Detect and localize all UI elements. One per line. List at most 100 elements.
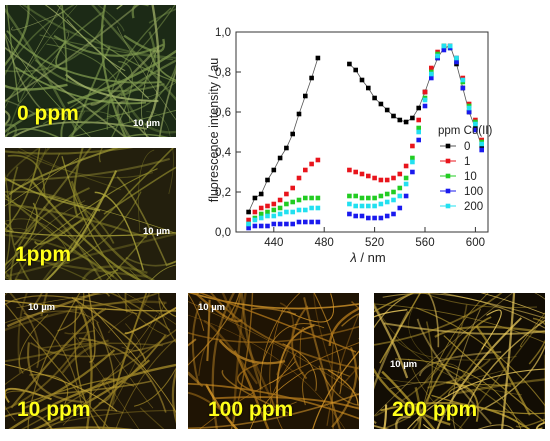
data-point — [277, 205, 283, 211]
fiber-strand — [5, 310, 99, 324]
fiber-strand — [39, 34, 173, 61]
fiber-strand — [204, 383, 239, 429]
data-point — [315, 157, 321, 163]
fiber-strand — [61, 339, 109, 374]
fiber-strand — [52, 191, 142, 269]
data-point — [391, 189, 396, 195]
fiber-strand — [418, 350, 502, 377]
data-point — [410, 159, 415, 165]
fiber-strand — [191, 300, 202, 385]
scale-bar-label: 10 µm — [390, 359, 418, 370]
data-point — [441, 47, 447, 53]
fiber-strand — [30, 339, 176, 358]
fiber-strand — [72, 332, 140, 429]
data-point — [347, 211, 352, 217]
data-point — [284, 209, 289, 215]
data-point — [366, 195, 371, 201]
data-point — [391, 211, 396, 217]
data-point — [290, 221, 295, 227]
fiber-strand — [437, 363, 530, 429]
fiber-strand — [411, 321, 434, 429]
fiber-strand — [276, 324, 315, 413]
series-line — [248, 57, 319, 213]
fiber-strand — [11, 11, 66, 31]
data-point — [372, 175, 377, 181]
fiber-strand — [61, 156, 123, 280]
data-point — [366, 173, 371, 179]
fiber-strand — [5, 10, 105, 104]
fiber-strand — [31, 258, 148, 278]
fiber-strand — [10, 307, 107, 409]
y-tick-label: 0,8 — [215, 67, 231, 79]
fiber-strand — [90, 307, 176, 414]
fiber-strand — [149, 48, 176, 82]
legend-marker — [445, 158, 451, 164]
fiber-strand — [383, 404, 388, 429]
data-point — [347, 201, 352, 207]
fiber-strand — [423, 293, 538, 308]
micrograph-panel-200ppm: 200 ppm 10 µm — [374, 293, 545, 429]
data-point — [403, 163, 409, 169]
fiber-strand — [221, 293, 279, 414]
data-point — [303, 167, 308, 173]
fiber-network — [5, 5, 176, 137]
concentration-label: 10 ppm — [17, 398, 91, 421]
fiber-strand — [188, 382, 359, 420]
fiber-strand — [536, 421, 545, 429]
data-point — [479, 141, 484, 147]
micrograph-panel-1ppm: 1ppm 10 µm — [5, 148, 176, 280]
fiber-strand — [62, 314, 157, 426]
data-point — [353, 67, 358, 73]
fiber-strand — [480, 293, 545, 315]
data-point — [271, 213, 277, 219]
fiber-strand — [230, 293, 254, 429]
fiber-strand — [328, 307, 359, 346]
fiber-strand — [133, 367, 176, 407]
fiber-strand — [268, 361, 296, 384]
fiber-strand — [475, 325, 531, 416]
fiber-strand — [71, 148, 175, 252]
data-point — [303, 195, 308, 201]
fiber-strand — [5, 5, 30, 67]
fiber-strand — [115, 338, 176, 429]
fiber-strand — [5, 5, 140, 102]
fiber-network — [5, 148, 176, 280]
fiber-strand — [331, 338, 335, 429]
fiber-strand — [5, 148, 46, 199]
fiber-strand — [7, 154, 46, 196]
fiber-strand — [21, 349, 116, 410]
data-point — [466, 105, 472, 111]
legend-marker — [445, 203, 451, 209]
fiber-strand — [347, 368, 359, 408]
fiber-strand — [318, 365, 359, 406]
fiber-strand — [374, 304, 468, 417]
legend-entry: 1 — [464, 156, 470, 168]
fiber-strand — [250, 371, 304, 429]
micrograph-image — [5, 5, 176, 137]
fiber-strand — [455, 378, 545, 395]
fiber-strand — [71, 296, 147, 362]
fiber-strand — [416, 318, 492, 425]
fiber-strand — [394, 358, 522, 429]
fiber-strand — [188, 391, 225, 413]
data-point — [359, 77, 365, 83]
data-point — [359, 203, 365, 209]
fiber-strand — [59, 194, 105, 263]
fiber-strand — [423, 363, 470, 384]
legend-entry: 10 — [464, 171, 477, 183]
scale-bar-label: 10 µm — [133, 118, 161, 129]
fiber-strand — [383, 322, 545, 335]
data-point — [258, 211, 264, 217]
fiber-strand — [198, 293, 357, 353]
data-point — [315, 55, 321, 61]
fiber-strand — [393, 337, 517, 361]
micrograph-panel-10ppm: 10 ppm 10 µm — [5, 293, 176, 429]
fiber-strand — [69, 109, 176, 137]
data-point — [309, 161, 314, 167]
fiber-strand — [240, 293, 263, 390]
fiber-strand — [5, 198, 112, 280]
fiber-strand — [158, 293, 176, 344]
data-point — [384, 107, 390, 113]
data-point — [271, 221, 277, 227]
fiber-strand — [6, 30, 162, 84]
